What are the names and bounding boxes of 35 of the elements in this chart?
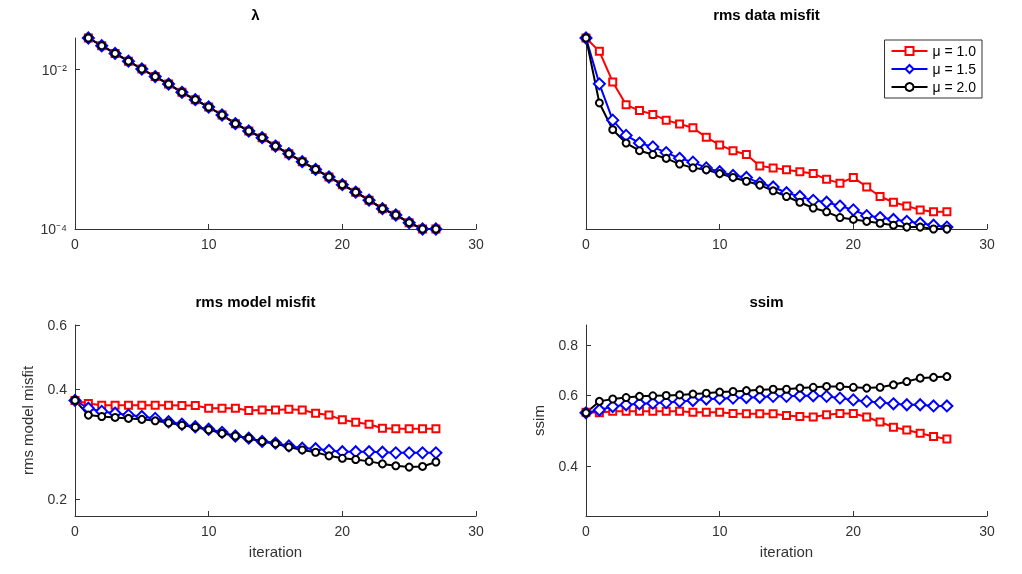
x-tick-label: 20	[334, 236, 351, 252]
y-tick-label: 0.6	[47, 317, 68, 333]
legend-label: μ = 1.0	[932, 43, 977, 59]
x-tick-label: 0	[71, 236, 80, 252]
y-tick-label: 0.4	[47, 381, 68, 398]
x-tick-label: 10	[711, 523, 728, 539]
x-tick-label: 30	[468, 236, 484, 252]
legend-label: μ = 2.0	[932, 79, 977, 95]
y-tick-label: 10⁻⁴	[40, 221, 67, 237]
x-tick-label: 10	[200, 523, 217, 539]
y-tick-label: 0.6	[558, 387, 579, 404]
chart-title: ssim	[749, 293, 784, 310]
y-tick-label: 0.2	[47, 491, 68, 508]
y-tick-label: 0.4	[558, 457, 579, 474]
x-tick-label: 10	[711, 236, 728, 252]
x-tick-label: 20	[845, 236, 862, 252]
x-tick-label: 0	[71, 523, 80, 539]
y-tick-label: 10⁻²	[41, 61, 68, 78]
x-tick-label: 10	[200, 236, 217, 252]
x-tick-label: 30	[979, 523, 995, 539]
y-axis-title: ssim	[530, 405, 547, 436]
chart-title: rms model misfit	[195, 293, 316, 310]
x-tick-label: 20	[845, 523, 862, 539]
y-tick-label: 0.8	[558, 337, 579, 354]
y-axis-title: rms model misfit	[19, 365, 36, 476]
x-tick-label: 0	[582, 236, 591, 252]
x-tick-label: 30	[979, 236, 995, 252]
x-tick-label: 30	[468, 523, 484, 539]
x-tick-label: 0	[582, 523, 591, 539]
chart-title: λ	[251, 6, 261, 23]
chart-title: rms data misfit	[713, 6, 820, 23]
legend-label: μ = 1.5	[932, 61, 977, 77]
x-axis-title: iteration	[759, 543, 814, 560]
x-axis-title: iteration	[248, 543, 303, 560]
x-tick-label: 20	[334, 523, 351, 539]
